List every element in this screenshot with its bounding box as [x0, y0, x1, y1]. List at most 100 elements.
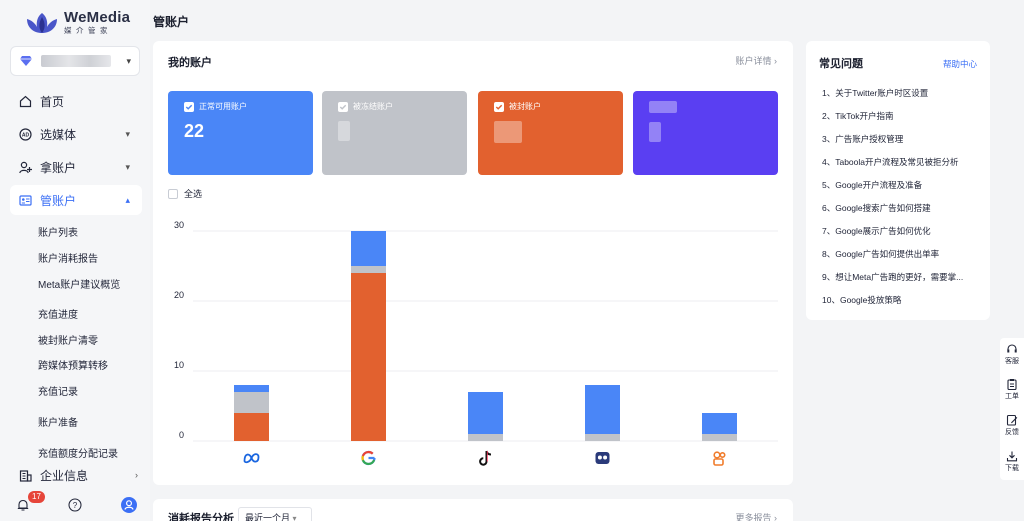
- bar-segment[interactable]: [585, 434, 620, 441]
- nav-item-home[interactable]: 首页: [10, 86, 142, 116]
- bar-segment[interactable]: [351, 266, 386, 273]
- stat-card-normal[interactable]: 正常可用账户 22: [168, 91, 313, 175]
- checkbox-checked-icon[interactable]: [494, 101, 504, 112]
- nav-label: 企业信息: [40, 468, 89, 483]
- bar-segment[interactable]: [702, 413, 737, 434]
- edit-icon: [1006, 414, 1018, 426]
- ticket-button[interactable]: 工单: [1000, 378, 1024, 401]
- diamond-icon: [20, 56, 32, 66]
- blurred-value: [494, 121, 522, 143]
- account-name: account: [41, 55, 111, 67]
- home-icon: [18, 94, 32, 108]
- faq-item[interactable]: 8、Google广告如何提供出单率: [822, 249, 940, 259]
- logo-icon: [27, 12, 57, 33]
- checkbox-checked-icon[interactable]: [184, 101, 194, 112]
- clipboard-icon: [1007, 379, 1017, 390]
- customer-service-button[interactable]: 客服: [1000, 343, 1024, 366]
- brand-name: WeMedia: [64, 9, 131, 26]
- bar-segment[interactable]: [351, 231, 386, 266]
- faq-item[interactable]: 2、TikTok开户指南: [822, 111, 894, 121]
- chevron-down-icon: ▾: [126, 55, 131, 66]
- tool-label: 下载: [1005, 465, 1019, 472]
- nav-item-manage-account[interactable]: 管账户 ▴: [10, 185, 142, 215]
- faq-item[interactable]: 10、Google投放策略: [822, 295, 902, 305]
- nav-label: 管账户: [40, 193, 77, 208]
- y-tick-label: 10: [174, 360, 184, 370]
- bar-segment[interactable]: [702, 434, 737, 441]
- bell-icon[interactable]: [16, 498, 30, 512]
- faq-item[interactable]: 9、想让Meta广告跑的更好，需要掌...: [822, 272, 964, 282]
- more-reports-link[interactable]: 更多报告 ›: [735, 513, 777, 521]
- sub-item-recharge-records[interactable]: 充值记录: [38, 387, 78, 398]
- faq-item[interactable]: 4、Taboola开户流程及常见被拒分析: [822, 157, 959, 167]
- bar-segment[interactable]: [468, 392, 503, 434]
- feedback-button[interactable]: 反馈: [1000, 414, 1024, 437]
- account-select[interactable]: account ▾: [10, 46, 140, 76]
- y-tick-label: 30: [174, 220, 184, 230]
- tiktok-icon: [479, 450, 492, 466]
- sidebar: WeMedia 媒介管家 account ▾ 首页 AD 选媒体 ▾ 拿账户 ▾…: [0, 0, 150, 521]
- sub-item-account-list[interactable]: 账户列表: [38, 228, 78, 239]
- avatar[interactable]: [121, 497, 137, 513]
- tool-label: 反馈: [1005, 429, 1019, 436]
- download-button[interactable]: 下载: [1000, 450, 1024, 473]
- media-icon: [713, 451, 726, 466]
- accounts-bar-chart: 0 10 20 30: [174, 220, 778, 466]
- blurred-value: [338, 121, 350, 141]
- sub-item-banned-reset[interactable]: 被封账户清零: [38, 336, 98, 347]
- page-title: 管账户: [153, 15, 190, 29]
- chevron-down-icon: ▾: [125, 128, 130, 139]
- my-accounts-card: 我的账户 账户详情 › 正常可用账户 22 被冻结账户 被封账户 全选 0 10 2…: [153, 41, 793, 485]
- faq-item[interactable]: 3、广告账户授权管理: [822, 134, 904, 144]
- card-title: 我的账户: [168, 57, 212, 69]
- stat-label: 被冻结账户: [353, 102, 393, 111]
- sub-item-meta-overview[interactable]: Meta账户建议概览: [38, 280, 121, 291]
- bar-segment[interactable]: [234, 413, 269, 441]
- period-select[interactable]: 最近一个月 ▾: [238, 507, 312, 521]
- sub-item-budget-transfer[interactable]: 跨媒体预算转移: [38, 361, 108, 372]
- bar-segment[interactable]: [585, 385, 620, 434]
- select-all-label: 全选: [184, 189, 203, 199]
- nav-item-get-account[interactable]: 拿账户 ▾: [10, 152, 142, 182]
- kwai-icon: [595, 452, 610, 464]
- select-all-checkbox[interactable]: 全选: [168, 187, 202, 200]
- brand-subtitle: 媒介管家: [64, 26, 112, 35]
- spend-report-card: 消耗报告分析 最近一个月 ▾ 更多报告 ›: [153, 499, 793, 521]
- checkbox-checked-icon[interactable]: [338, 101, 348, 112]
- faq-item[interactable]: 1、关于Twitter账户时区设置: [822, 88, 929, 98]
- faq-item[interactable]: 6、Google搜索广告如何搭建: [822, 203, 931, 213]
- account-detail-link[interactable]: 账户详情 ›: [735, 56, 777, 66]
- bar-segment[interactable]: [351, 273, 386, 441]
- nav-item-media[interactable]: AD 选媒体 ▾: [10, 119, 142, 149]
- stat-card-frozen[interactable]: 被冻结账户: [322, 91, 467, 175]
- sub-item-quota-records[interactable]: 充值额度分配记录: [38, 449, 118, 460]
- tool-label: 工单: [1005, 393, 1019, 400]
- nav-label: 首页: [40, 94, 65, 109]
- faq-item[interactable]: 7、Google展示广告如何优化: [822, 226, 931, 236]
- sub-item-spend-report[interactable]: 账户消耗报告: [38, 254, 98, 265]
- stat-value: 22: [184, 121, 205, 141]
- report-title: 消耗报告分析: [168, 513, 234, 521]
- sub-item-recharge-progress[interactable]: 充值进度: [38, 310, 78, 321]
- bar-segment[interactable]: [234, 385, 269, 392]
- svg-text:AD: AD: [21, 132, 29, 138]
- stat-card-other[interactable]: [633, 91, 778, 175]
- notification-badge: 17: [28, 491, 45, 503]
- stat-card-banned[interactable]: 被封账户: [478, 91, 623, 175]
- checkbox-icon: [168, 188, 178, 199]
- nav-label: 选媒体: [40, 127, 77, 142]
- tool-label: 客服: [1005, 358, 1019, 365]
- blurred-value: [649, 122, 661, 142]
- logo[interactable]: WeMedia 媒介管家: [24, 9, 130, 36]
- download-icon: [1006, 451, 1018, 462]
- help-center-link[interactable]: 帮助中心: [942, 59, 977, 69]
- nav-item-company[interactable]: 企业信息 ›: [10, 460, 142, 490]
- ad-icon: AD: [18, 127, 32, 141]
- chevron-down-icon: ▾: [125, 161, 130, 172]
- bar-segment[interactable]: [468, 434, 503, 441]
- help-icon[interactable]: ?: [68, 498, 82, 512]
- sub-item-account-prep[interactable]: 账户准备: [38, 418, 78, 429]
- chevron-right-icon: ›: [135, 470, 138, 480]
- bar-segment[interactable]: [234, 392, 269, 413]
- faq-item[interactable]: 5、Google开户流程及准备: [822, 180, 923, 190]
